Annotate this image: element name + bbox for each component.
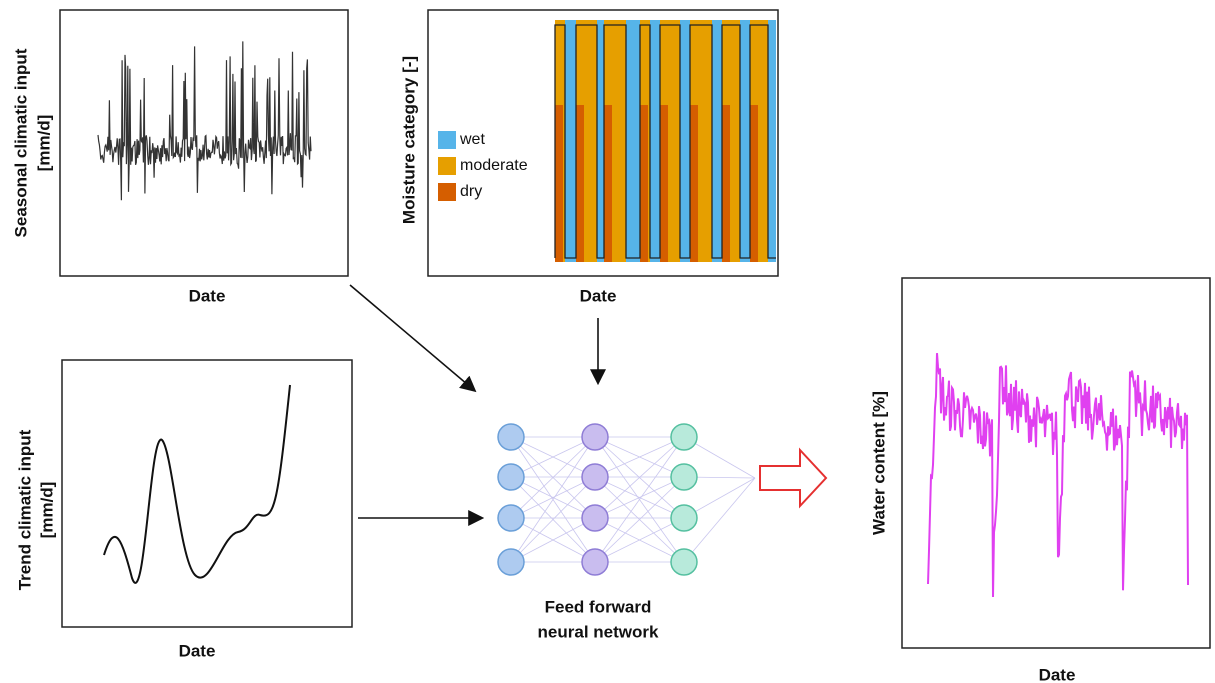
panel-frame <box>427 9 779 277</box>
x-label: Date <box>179 641 216 660</box>
connection <box>594 436 685 519</box>
neuron <box>497 463 525 491</box>
category-line <box>554 24 776 259</box>
dry-band <box>576 105 584 262</box>
seasonal-line <box>97 41 312 201</box>
panel-frame <box>901 277 1211 649</box>
trend-line <box>103 384 291 584</box>
connection <box>510 476 596 519</box>
dry-band <box>555 105 563 262</box>
output-arrow <box>759 447 828 509</box>
x-label: Date <box>189 286 226 305</box>
neuron <box>670 504 698 532</box>
connection <box>683 477 756 563</box>
dry-band <box>604 105 612 262</box>
connection <box>510 436 596 519</box>
neuron <box>581 423 609 451</box>
dry-band <box>660 105 668 262</box>
connection <box>594 517 685 563</box>
network-label: neural network <box>538 622 659 641</box>
neuron <box>581 548 609 576</box>
x-label: Date <box>580 286 617 305</box>
dry-band <box>640 105 648 262</box>
connection <box>594 436 685 478</box>
y-label: [mm/d] <box>37 482 56 539</box>
y-label: [mm/d] <box>34 115 53 172</box>
neuron <box>497 423 525 451</box>
legend-swatch <box>438 157 456 175</box>
dry-band <box>690 105 698 262</box>
arrow <box>349 284 477 393</box>
neuron <box>670 463 698 491</box>
panel-frame <box>61 359 353 628</box>
neuron <box>581 463 609 491</box>
connection <box>510 436 596 478</box>
dry-band <box>750 105 758 262</box>
dry-band <box>722 105 730 262</box>
connection <box>594 476 685 519</box>
y-label: Water content [%] <box>869 391 888 535</box>
neuron <box>670 423 698 451</box>
connection <box>510 436 596 563</box>
y-label: Moisture category [-] <box>399 56 418 224</box>
x-label: Date <box>1039 665 1076 683</box>
legend-label: moderate <box>460 157 528 174</box>
legend-label: dry <box>460 183 482 200</box>
y-label: Trend climatic input <box>15 429 34 590</box>
panel-frame <box>59 9 349 277</box>
network-label: Feed forward <box>545 597 652 616</box>
legend-swatch <box>438 131 456 149</box>
legend-label: wet <box>459 131 485 148</box>
connection <box>594 476 685 563</box>
connection <box>510 517 596 563</box>
y-label: Seasonal climatic input <box>11 48 30 237</box>
neuron <box>581 504 609 532</box>
legend-swatch <box>438 183 456 201</box>
neuron <box>670 548 698 576</box>
connection <box>594 436 685 563</box>
connection <box>510 476 596 563</box>
neuron <box>497 504 525 532</box>
neuron <box>497 548 525 576</box>
water-line <box>927 353 1189 598</box>
